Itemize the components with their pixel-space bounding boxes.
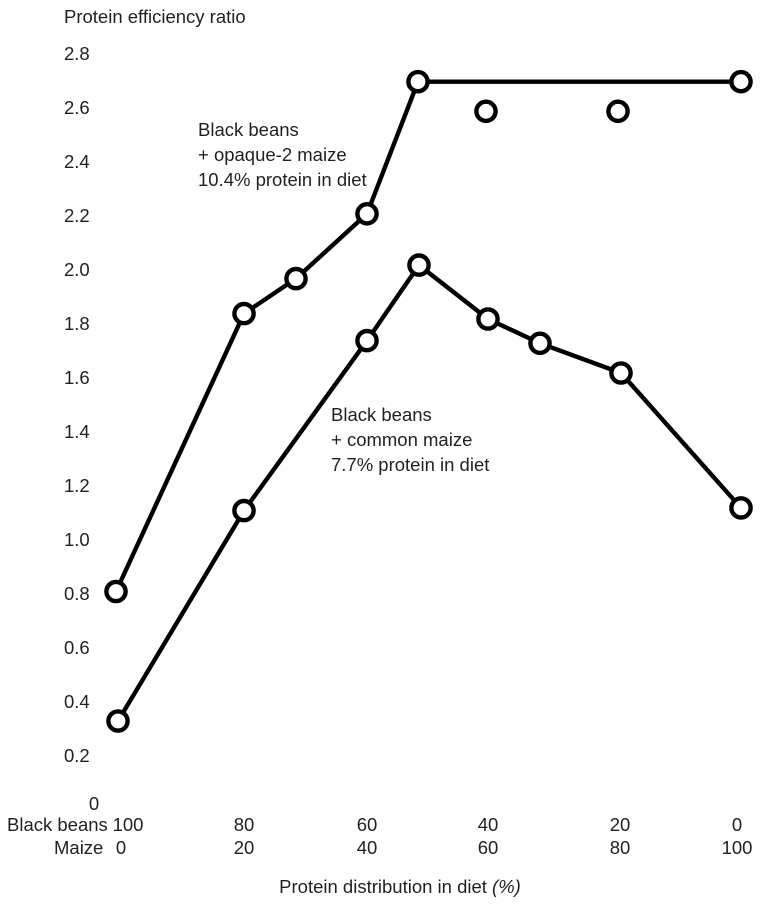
svg-text:+ opaque-2 maize: + opaque-2 maize: [198, 144, 347, 165]
svg-text:+ common maize: + common maize: [331, 429, 472, 450]
svg-text:100: 100: [113, 814, 144, 835]
svg-text:Black beans: Black beans: [331, 404, 432, 425]
svg-text:1.4: 1.4: [64, 421, 90, 442]
svg-text:1.0: 1.0: [64, 529, 90, 550]
svg-text:Protein efficiency ratio: Protein efficiency ratio: [64, 6, 246, 27]
svg-text:2.2: 2.2: [64, 205, 90, 226]
svg-text:60: 60: [478, 837, 499, 858]
svg-text:0.2: 0.2: [64, 745, 90, 766]
svg-text:1.8: 1.8: [64, 313, 90, 334]
svg-text:Black beans: Black beans: [7, 814, 108, 835]
svg-text:2.4: 2.4: [64, 151, 90, 172]
svg-text:Black beans: Black beans: [198, 119, 299, 140]
svg-text:2.6: 2.6: [64, 97, 90, 118]
svg-text:Protein distribution in diet (: Protein distribution in diet (%): [279, 876, 521, 897]
svg-text:1.2: 1.2: [64, 475, 90, 496]
svg-text:40: 40: [478, 814, 499, 835]
svg-text:10.4% protein in diet: 10.4% protein in diet: [198, 169, 367, 190]
svg-text:20: 20: [610, 814, 631, 835]
svg-text:2.8: 2.8: [64, 43, 90, 64]
svg-text:0: 0: [89, 793, 99, 814]
svg-text:40: 40: [357, 837, 378, 858]
svg-text:80: 80: [610, 837, 631, 858]
svg-text:80: 80: [234, 814, 255, 835]
svg-text:20: 20: [234, 837, 255, 858]
svg-text:7.7% protein in diet: 7.7% protein in diet: [331, 454, 489, 475]
svg-text:1.6: 1.6: [64, 367, 90, 388]
svg-text:0: 0: [732, 814, 742, 835]
svg-text:2.0: 2.0: [64, 259, 90, 280]
svg-text:Maize: Maize: [54, 837, 103, 858]
svg-text:100: 100: [722, 837, 753, 858]
svg-text:0.6: 0.6: [64, 637, 90, 658]
svg-text:60: 60: [357, 814, 378, 835]
svg-text:0.8: 0.8: [64, 583, 90, 604]
svg-text:0: 0: [116, 837, 126, 858]
svg-text:0.4: 0.4: [64, 691, 90, 712]
